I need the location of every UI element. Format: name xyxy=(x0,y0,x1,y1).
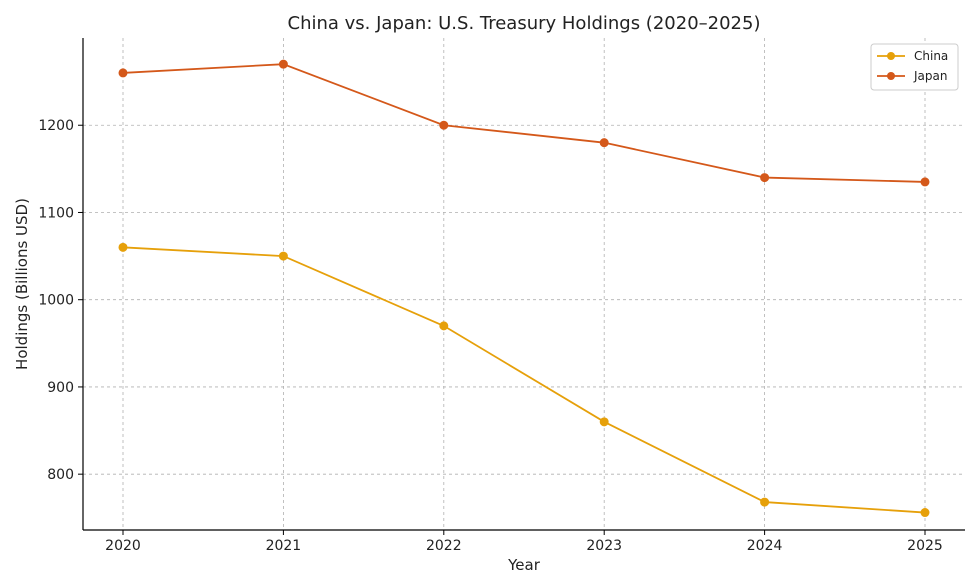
data-point-china xyxy=(118,242,128,252)
x-tick-label: 2021 xyxy=(266,538,302,554)
y-tick-label: 800 xyxy=(47,467,74,483)
grid xyxy=(83,38,965,530)
axes: 2020 2021 2022 2023 2024 2025 800 900 1000 1100 12… xyxy=(38,38,965,554)
data-point-japan xyxy=(439,120,449,130)
y-tick-label: 1200 xyxy=(38,118,74,134)
x-tick-label: 2025 xyxy=(907,538,943,554)
legend-label-japan: Japan xyxy=(913,69,947,83)
y-tick-label: 900 xyxy=(47,380,74,396)
data-point-japan xyxy=(920,177,930,187)
data-point-china xyxy=(278,251,288,261)
series-layer xyxy=(118,59,930,518)
data-point-japan xyxy=(599,138,609,148)
series-japan xyxy=(118,59,930,187)
legend: China Japan xyxy=(870,43,959,91)
x-tick-label: 2020 xyxy=(105,538,141,554)
data-point-china xyxy=(920,508,930,518)
y-tick-label: 1000 xyxy=(38,293,74,309)
y-axis-label: Holdings (Billions USD) xyxy=(13,198,31,370)
x-tick-label: 2024 xyxy=(747,538,783,554)
x-tick-label: 2023 xyxy=(586,538,622,554)
legend-marker-china xyxy=(887,52,895,60)
data-point-japan xyxy=(118,68,128,78)
y-tick-label: 1100 xyxy=(38,205,74,221)
chart-title: China vs. Japan: U.S. Treasury Holdings … xyxy=(288,13,761,34)
data-point-china xyxy=(599,417,609,427)
data-point-japan xyxy=(760,173,770,183)
legend-marker-japan xyxy=(887,72,895,80)
data-point-china xyxy=(439,321,449,331)
x-axis-label: Year xyxy=(507,556,541,574)
series-china xyxy=(118,242,930,518)
legend-label-china: China xyxy=(914,49,948,63)
series-line-china xyxy=(122,246,926,514)
data-point-japan xyxy=(278,59,288,69)
data-point-china xyxy=(760,497,770,507)
series-line-japan xyxy=(122,63,926,183)
x-tick-label: 2022 xyxy=(426,538,462,554)
